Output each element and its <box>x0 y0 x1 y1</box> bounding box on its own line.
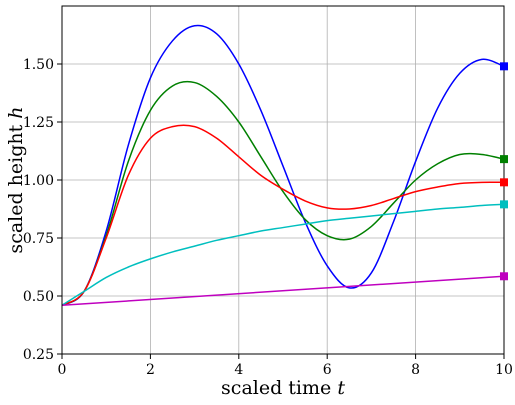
grid-lines <box>61 6 505 355</box>
axis-ticks: 0 2 4 6 8 10 0.25 0.50 0.75 1.00 1.25 1.50 <box>23 57 513 378</box>
series-line-4 <box>61 203 505 306</box>
y-tick-label: 1.25 <box>23 115 54 131</box>
end-markers <box>500 62 508 281</box>
series-end-marker-5 <box>500 272 508 281</box>
series-line-5 <box>61 275 505 307</box>
x-tick-label: 0 <box>58 362 67 378</box>
series-line-1 <box>61 24 505 306</box>
x-tick-label: 4 <box>234 362 243 378</box>
x-tick-label: 2 <box>146 362 155 378</box>
x-tick-label: 8 <box>411 362 420 378</box>
series-end-marker-1 <box>500 62 508 71</box>
y-axis-label: scaled height h <box>5 106 27 253</box>
y-tick-label: 0.25 <box>23 347 54 363</box>
y-tick-label: 0.75 <box>23 231 54 247</box>
x-tick-label: 6 <box>323 362 332 378</box>
series-line-2 <box>61 80 505 306</box>
series-line-3 <box>61 124 505 306</box>
x-tick-label: 10 <box>495 362 513 378</box>
series-end-marker-4 <box>500 200 508 209</box>
y-tick-label: 1.50 <box>23 57 54 73</box>
series-end-marker-3 <box>500 178 508 187</box>
x-axis-label: scaled time t <box>221 377 345 399</box>
series-lines <box>61 24 505 307</box>
series-end-marker-2 <box>500 155 508 164</box>
y-tick-label: 1.00 <box>23 173 54 189</box>
y-tick-label: 0.50 <box>23 289 54 305</box>
